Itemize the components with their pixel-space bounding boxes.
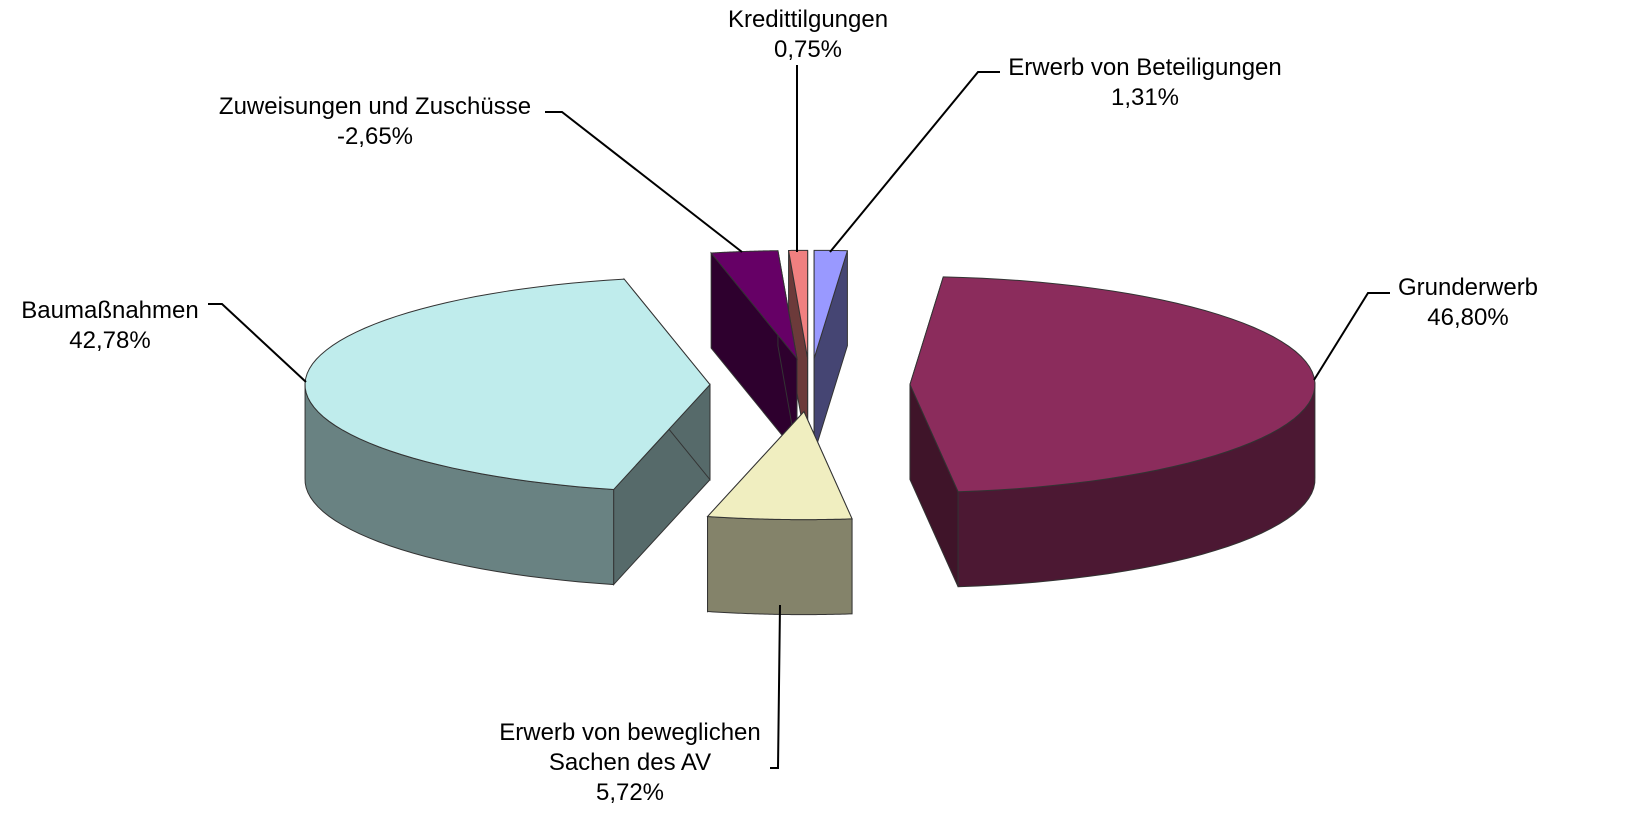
slice-top <box>706 410 853 521</box>
value-label: -2,65% <box>336 123 414 150</box>
slice-top <box>787 249 809 359</box>
slice-top <box>710 250 798 361</box>
slice <box>706 410 853 616</box>
slice <box>304 277 711 586</box>
leader-line <box>545 111 743 253</box>
slice-top <box>304 278 711 491</box>
category-label: Zuweisungen und Zuschüsse <box>218 93 532 120</box>
slice-top <box>909 276 1316 493</box>
leader-line <box>1313 292 1390 381</box>
leader-line <box>829 71 1000 253</box>
slice <box>813 249 849 454</box>
leader-line <box>208 303 307 383</box>
category-label: Erwerb von Beteiligungen <box>1008 54 1282 81</box>
value-label: 5,72% <box>595 779 665 806</box>
leader-line <box>770 604 781 769</box>
slices <box>304 249 1316 616</box>
category-label: Baumaßnahmen <box>21 297 199 324</box>
value-label: 46,80% <box>1427 304 1509 331</box>
slice <box>787 249 809 454</box>
leader-lines <box>208 65 1390 769</box>
value-label: 0,75% <box>773 36 843 63</box>
category-label: Kredittilgungen <box>727 6 889 33</box>
slice <box>909 276 1316 588</box>
slice <box>710 250 798 455</box>
category-label: Grunderwerb <box>1397 274 1539 301</box>
value-label: 42,78% <box>69 327 151 354</box>
slice-side <box>707 515 853 616</box>
category-label: Erwerb von beweglichen Sachen des AV <box>499 719 761 776</box>
value-label: 1,31% <box>1110 84 1180 111</box>
